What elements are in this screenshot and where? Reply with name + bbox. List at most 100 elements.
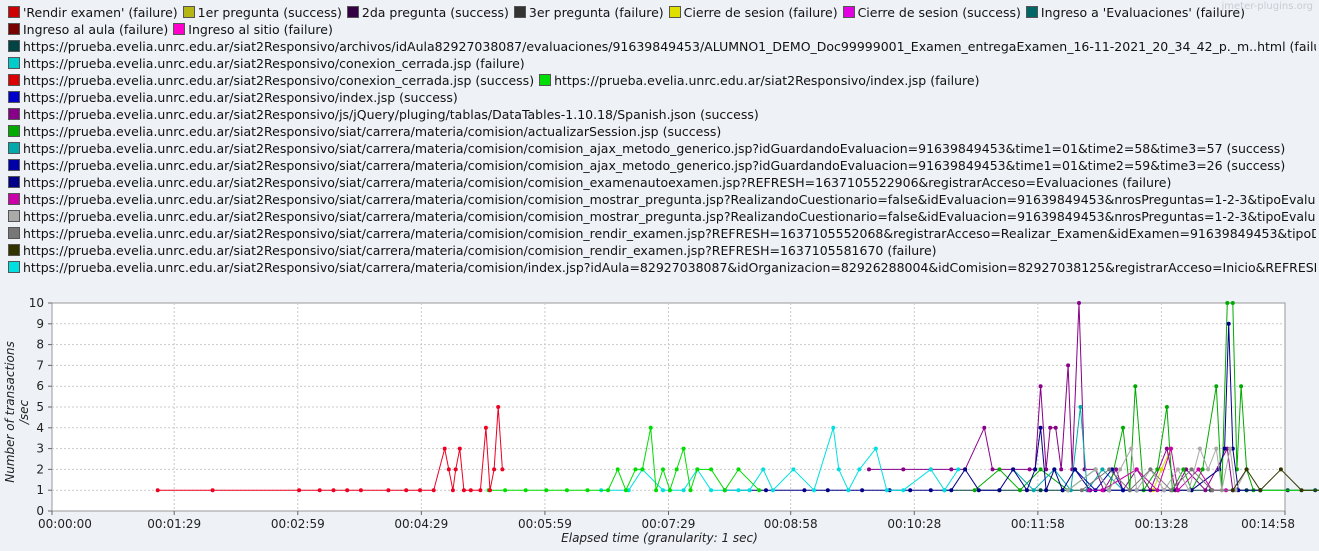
legend-label: https://prueba.evelia.unrc.edu.ar/siat2R… [23, 73, 535, 88]
legend-item: 'Rendir examen' (failure) [8, 4, 178, 21]
data-point [1038, 467, 1043, 472]
series-line [1012, 406, 1124, 492]
legend-item: https://prueba.evelia.unrc.edu.ar/siat2R… [8, 38, 1316, 55]
data-point [1078, 405, 1083, 409]
data-point [908, 488, 913, 493]
legend-item: Ingreso al aula (failure) [8, 21, 168, 38]
series-layer [155, 301, 1319, 493]
legend-label: https://prueba.evelia.unrc.edu.ar/siat2R… [23, 39, 1316, 54]
data-point [1196, 467, 1201, 472]
data-point [949, 467, 954, 472]
series-line [1074, 468, 1124, 491]
data-point [1164, 446, 1169, 451]
y-axis-label: Number of transactions /sec [3, 341, 31, 483]
data-point [825, 488, 830, 493]
data-point [709, 467, 714, 472]
data-point [1066, 488, 1071, 493]
legend-item: https://prueba.evelia.unrc.edu.ar/siat2R… [8, 140, 1285, 157]
data-point [606, 488, 611, 493]
x-tick-label: 00:07:29 [642, 517, 696, 531]
data-point [1052, 467, 1057, 472]
data-point [404, 488, 409, 493]
legend-swatch [8, 193, 20, 205]
legend-item: https://prueba.evelia.unrc.edu.ar/siat2R… [8, 225, 1316, 242]
legend-row: https://prueba.evelia.unrc.edu.ar/siat2R… [8, 259, 1316, 276]
legend-swatch [182, 6, 195, 18]
data-point [483, 425, 488, 430]
legend-label: https://prueba.evelia.unrc.edu.ar/siat2R… [23, 107, 759, 122]
data-point [1228, 446, 1233, 451]
data-point [1175, 488, 1180, 493]
legend-item: https://prueba.evelia.unrc.edu.ar/siat2R… [8, 55, 525, 72]
legend-item: Cierre de sesion (failure) [668, 4, 838, 21]
legend-label: Cierre de sesion (success) [857, 5, 1021, 20]
series-line [1081, 468, 1233, 491]
data-point [1244, 467, 1249, 472]
legend-row: https://prueba.evelia.unrc.edu.ar/siat2R… [8, 174, 1316, 191]
legend-item: https://prueba.evelia.unrc.edu.ar/siat2R… [8, 106, 759, 123]
data-point [1118, 467, 1123, 472]
legend-item: https://prueba.evelia.unrc.edu.ar/siat2R… [8, 89, 458, 106]
data-point [1059, 467, 1064, 472]
legend-item: https://prueba.evelia.unrc.edu.ar/siat2R… [539, 72, 979, 89]
data-point [1011, 467, 1016, 472]
data-point [1038, 425, 1043, 430]
data-point [928, 467, 933, 472]
legend-item: https://prueba.evelia.unrc.edu.ar/siat2R… [8, 174, 1171, 191]
data-point [747, 488, 752, 493]
data-point [626, 488, 631, 493]
data-point [757, 488, 762, 493]
x-tick-label: 00:11:58 [1011, 517, 1065, 531]
data-point [846, 488, 851, 493]
data-point [1110, 467, 1114, 472]
data-point [1155, 488, 1160, 493]
data-point [492, 467, 497, 472]
data-point [802, 488, 807, 493]
legend-row: https://prueba.evelia.unrc.edu.ar/siat2R… [8, 140, 1316, 157]
data-point [681, 488, 686, 493]
legend-item: https://prueba.evelia.unrc.edu.ar/siat2R… [8, 157, 1285, 174]
data-point [982, 425, 987, 430]
data-point [736, 488, 741, 493]
legend-swatch [8, 91, 20, 103]
legend-label: https://prueba.evelia.unrc.edu.ar/siat2R… [23, 192, 1316, 207]
data-point [812, 488, 816, 493]
data-point [661, 488, 665, 493]
y-tick-label: 4 [36, 421, 44, 435]
legend-row: https://prueba.evelia.unrc.edu.ar/siat2R… [8, 55, 1316, 72]
legend-swatch [842, 6, 855, 18]
legend-swatch [8, 159, 20, 171]
data-point [1134, 467, 1139, 472]
data-point [453, 467, 458, 472]
legend-label: Cierre de sesion (failure) [683, 5, 838, 20]
legend-label: https://prueba.evelia.unrc.edu.ar/siat2R… [23, 124, 722, 139]
data-point [1086, 488, 1091, 493]
data-point [1107, 488, 1112, 493]
data-point [901, 467, 906, 472]
legend-label: https://prueba.evelia.unrc.edu.ar/siat2R… [23, 209, 1316, 224]
data-point [1162, 488, 1167, 493]
data-point [478, 488, 483, 493]
legend-label: https://prueba.evelia.unrc.edu.ar/siat2R… [23, 56, 525, 71]
data-point [1181, 467, 1186, 472]
legend-row: https://prueba.evelia.unrc.edu.ar/siat2R… [8, 225, 1316, 242]
data-point [331, 488, 336, 493]
data-point [461, 488, 466, 493]
data-point [442, 446, 447, 451]
data-point [1060, 488, 1065, 493]
data-point [648, 425, 653, 430]
legend-item: 1er pregunta (success) [182, 4, 342, 21]
series [155, 405, 505, 493]
data-point [1114, 467, 1119, 472]
legend-swatch [8, 57, 20, 69]
legend-swatch [1025, 6, 1038, 18]
data-point [1169, 446, 1173, 451]
data-point [709, 488, 714, 493]
data-point [1230, 488, 1235, 493]
legend-label: https://prueba.evelia.unrc.edu.ar/siat2R… [23, 141, 1286, 156]
legend-swatch [8, 23, 20, 35]
data-point [1072, 467, 1077, 472]
data-point [736, 467, 741, 472]
legend-label: 1er pregunta (success) [197, 5, 342, 20]
data-point [1197, 446, 1202, 451]
